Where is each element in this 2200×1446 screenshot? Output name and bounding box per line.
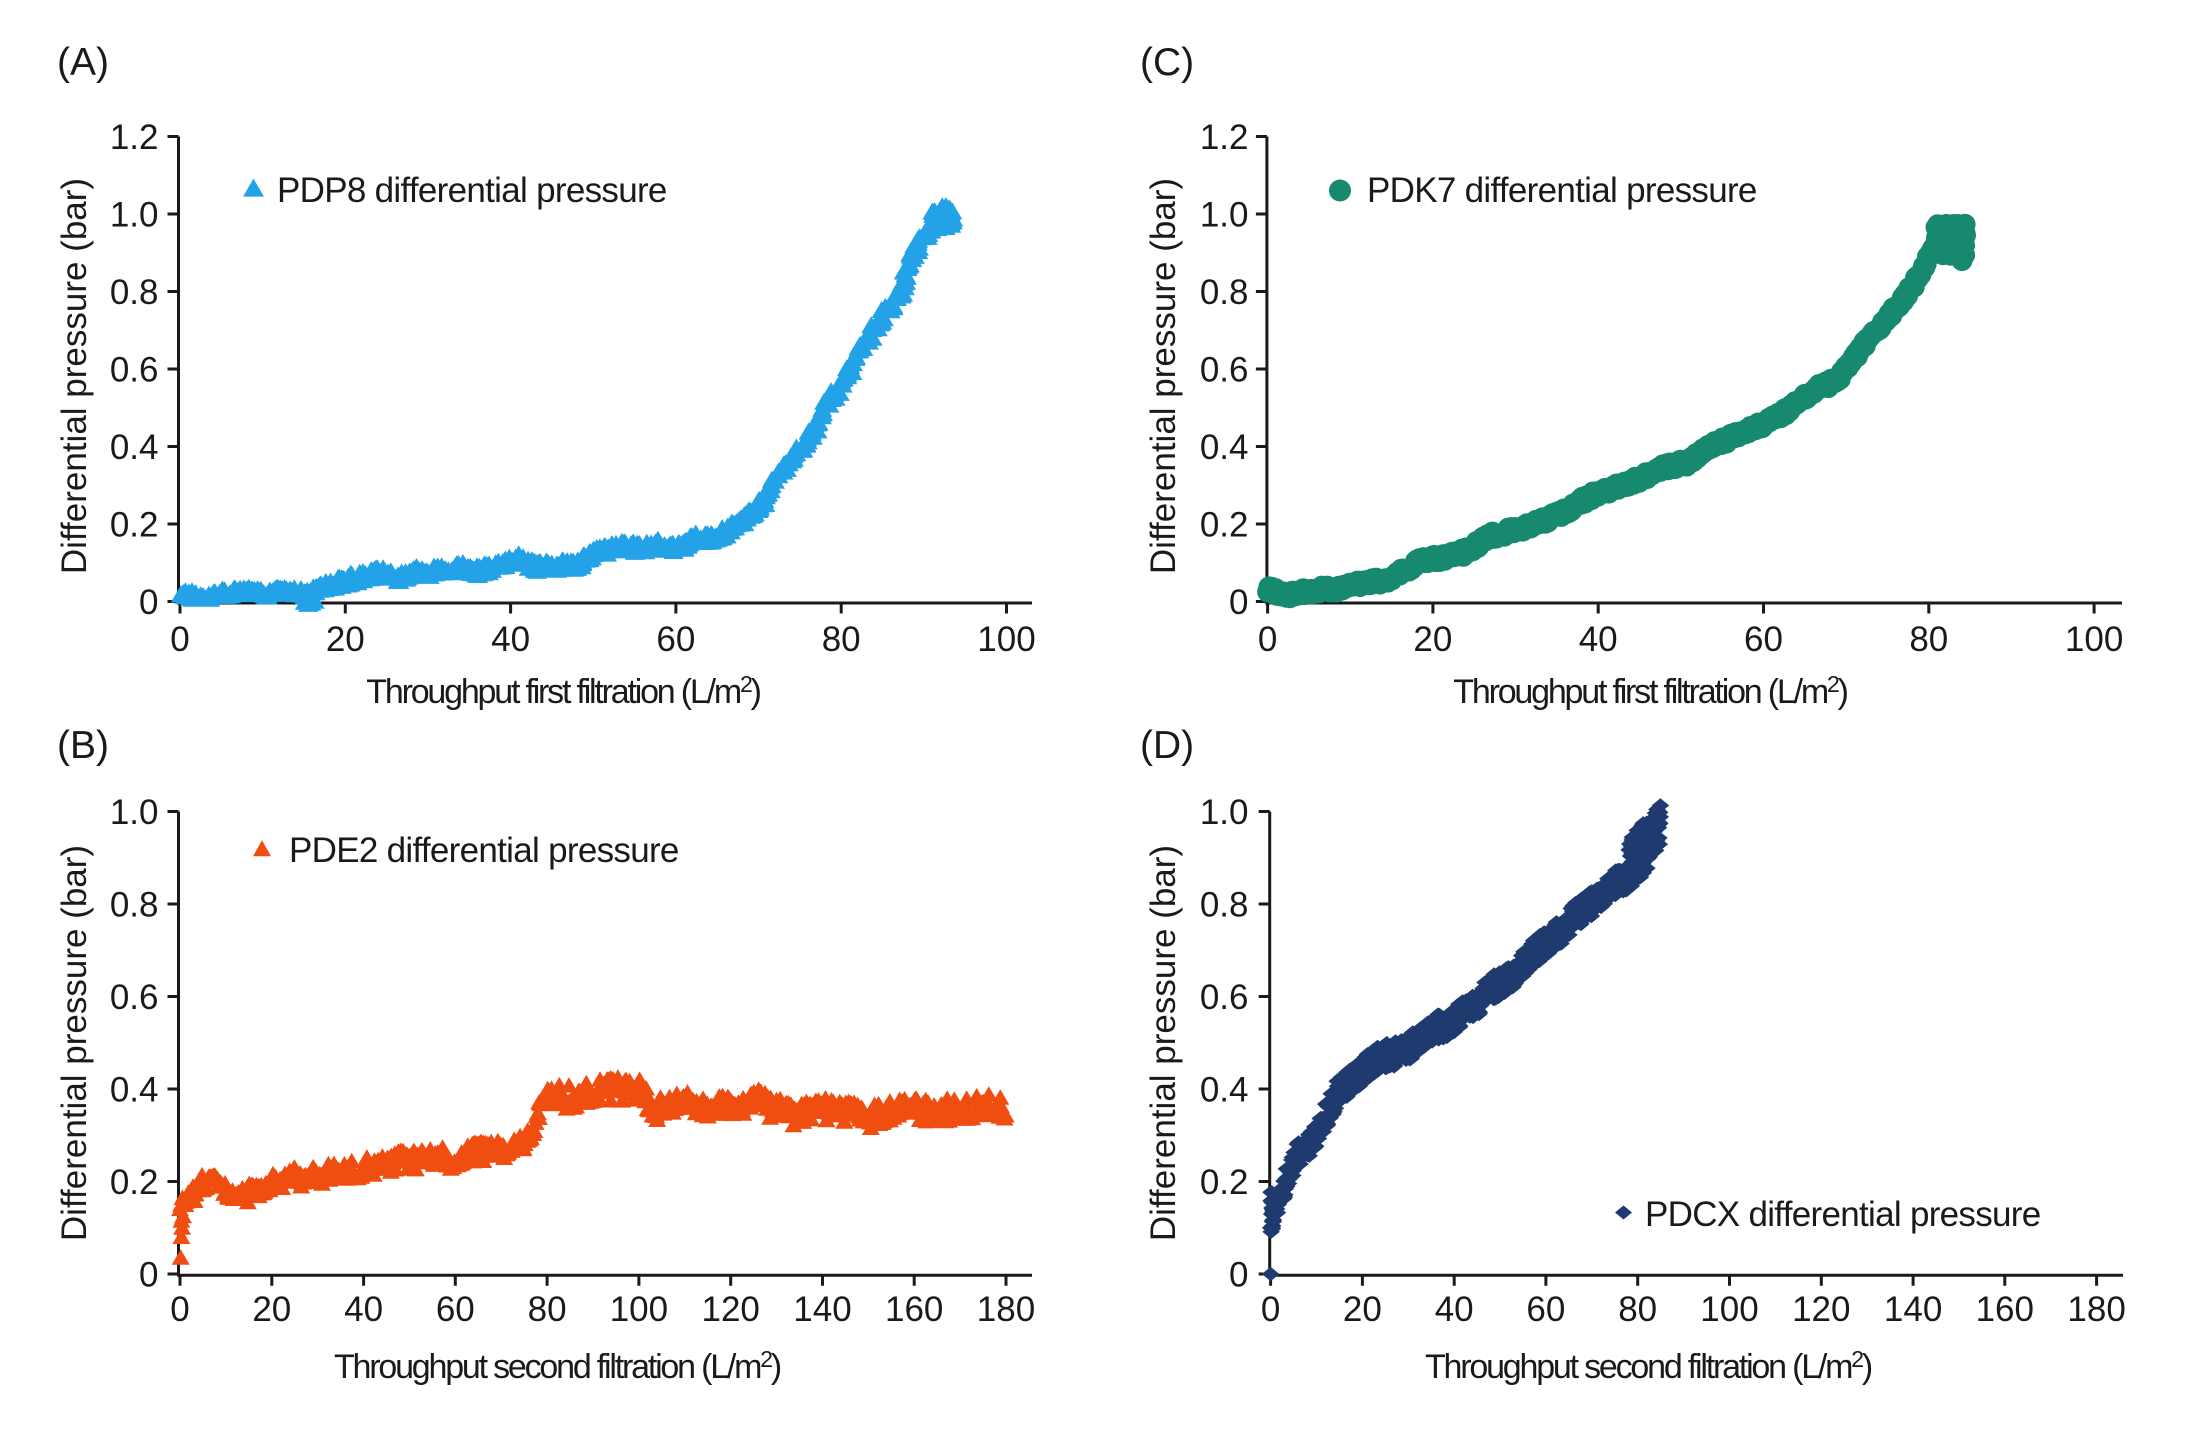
svg-text:120: 120 bbox=[1792, 1290, 1850, 1329]
svg-text:(A): (A) bbox=[57, 41, 109, 84]
svg-text:20: 20 bbox=[326, 620, 365, 659]
svg-text:0.6: 0.6 bbox=[1200, 351, 1249, 390]
svg-text:40: 40 bbox=[491, 620, 530, 659]
svg-text:80: 80 bbox=[1618, 1290, 1657, 1329]
svg-text:160: 160 bbox=[1976, 1290, 2034, 1329]
svg-text:(B): (B) bbox=[57, 724, 109, 767]
svg-text:100: 100 bbox=[610, 1290, 668, 1329]
svg-text:80: 80 bbox=[1909, 620, 1948, 659]
svg-text:100: 100 bbox=[977, 620, 1035, 659]
svg-text:0: 0 bbox=[139, 1256, 158, 1295]
svg-text:0.4: 0.4 bbox=[110, 1071, 159, 1110]
svg-text:Throughput first filtration (L: Throughput first filtration (L/m2) bbox=[366, 671, 760, 711]
svg-text:PDP8 differential pressure: PDP8 differential pressure bbox=[277, 171, 667, 210]
svg-text:0: 0 bbox=[1258, 620, 1277, 659]
svg-text:120: 120 bbox=[701, 1290, 759, 1329]
svg-text:1.2: 1.2 bbox=[110, 118, 159, 157]
svg-text:60: 60 bbox=[656, 620, 695, 659]
svg-text:1.0: 1.0 bbox=[1200, 793, 1249, 832]
svg-text:0.2: 0.2 bbox=[110, 1163, 159, 1202]
svg-text:60: 60 bbox=[1526, 1290, 1565, 1329]
svg-text:40: 40 bbox=[1435, 1290, 1474, 1329]
svg-text:100: 100 bbox=[1700, 1290, 1758, 1329]
svg-text:20: 20 bbox=[1343, 1290, 1382, 1329]
svg-text:0.2: 0.2 bbox=[1200, 1163, 1249, 1202]
svg-text:20: 20 bbox=[252, 1290, 291, 1329]
svg-text:Throughput second filtration (: Throughput second filtration (L/m2) bbox=[334, 1346, 781, 1386]
svg-text:(D): (D) bbox=[1140, 724, 1194, 767]
svg-text:Differential pressure (bar): Differential pressure (bar) bbox=[55, 178, 94, 574]
svg-text:0: 0 bbox=[139, 583, 158, 622]
svg-text:40: 40 bbox=[1579, 620, 1618, 659]
svg-text:0: 0 bbox=[1229, 583, 1248, 622]
svg-text:PDE2 differential pressure: PDE2 differential pressure bbox=[289, 831, 679, 870]
svg-text:100: 100 bbox=[2065, 620, 2123, 659]
svg-text:60: 60 bbox=[436, 1290, 475, 1329]
svg-text:Differential pressure (bar): Differential pressure (bar) bbox=[55, 845, 94, 1241]
svg-text:60: 60 bbox=[1744, 620, 1783, 659]
svg-text:0.8: 0.8 bbox=[110, 886, 159, 925]
svg-text:Differential pressure (bar): Differential pressure (bar) bbox=[1144, 178, 1183, 574]
svg-text:Throughput first filtration (L: Throughput first filtration (L/m2) bbox=[1453, 671, 1847, 711]
svg-text:0.4: 0.4 bbox=[1200, 1071, 1249, 1110]
svg-text:0.6: 0.6 bbox=[110, 978, 159, 1017]
svg-text:1.2: 1.2 bbox=[1200, 118, 1249, 157]
svg-text:0.8: 0.8 bbox=[1200, 886, 1249, 925]
svg-text:0.6: 0.6 bbox=[1200, 978, 1249, 1017]
svg-text:140: 140 bbox=[1884, 1290, 1942, 1329]
svg-text:0.2: 0.2 bbox=[110, 506, 159, 545]
svg-text:0: 0 bbox=[170, 1290, 189, 1329]
svg-text:0.6: 0.6 bbox=[110, 351, 159, 390]
svg-text:Throughput second filtration (: Throughput second filtration (L/m2) bbox=[1425, 1346, 1872, 1386]
svg-text:20: 20 bbox=[1413, 620, 1452, 659]
svg-text:0: 0 bbox=[1261, 1290, 1280, 1329]
svg-text:160: 160 bbox=[885, 1290, 943, 1329]
svg-text:PDK7 differential pressure: PDK7 differential pressure bbox=[1367, 171, 1757, 210]
svg-text:0.8: 0.8 bbox=[1200, 273, 1249, 312]
svg-text:80: 80 bbox=[822, 620, 861, 659]
svg-text:(C): (C) bbox=[1140, 41, 1194, 84]
svg-text:0.4: 0.4 bbox=[1200, 428, 1249, 467]
svg-text:0.4: 0.4 bbox=[110, 428, 159, 467]
svg-text:180: 180 bbox=[977, 1290, 1035, 1329]
svg-text:80: 80 bbox=[528, 1290, 567, 1329]
svg-text:Differential pressure (bar): Differential pressure (bar) bbox=[1144, 845, 1183, 1241]
svg-text:140: 140 bbox=[793, 1290, 851, 1329]
svg-text:1.0: 1.0 bbox=[110, 196, 159, 235]
svg-text:40: 40 bbox=[344, 1290, 383, 1329]
svg-text:0.2: 0.2 bbox=[1200, 506, 1249, 545]
svg-text:1.0: 1.0 bbox=[110, 793, 159, 832]
svg-text:1.0: 1.0 bbox=[1200, 196, 1249, 235]
svg-text:PDCX differential pressure: PDCX differential pressure bbox=[1645, 1195, 2041, 1234]
svg-text:180: 180 bbox=[2067, 1290, 2125, 1329]
svg-text:0: 0 bbox=[170, 620, 189, 659]
svg-text:0: 0 bbox=[1229, 1256, 1248, 1295]
svg-text:0.8: 0.8 bbox=[110, 273, 159, 312]
